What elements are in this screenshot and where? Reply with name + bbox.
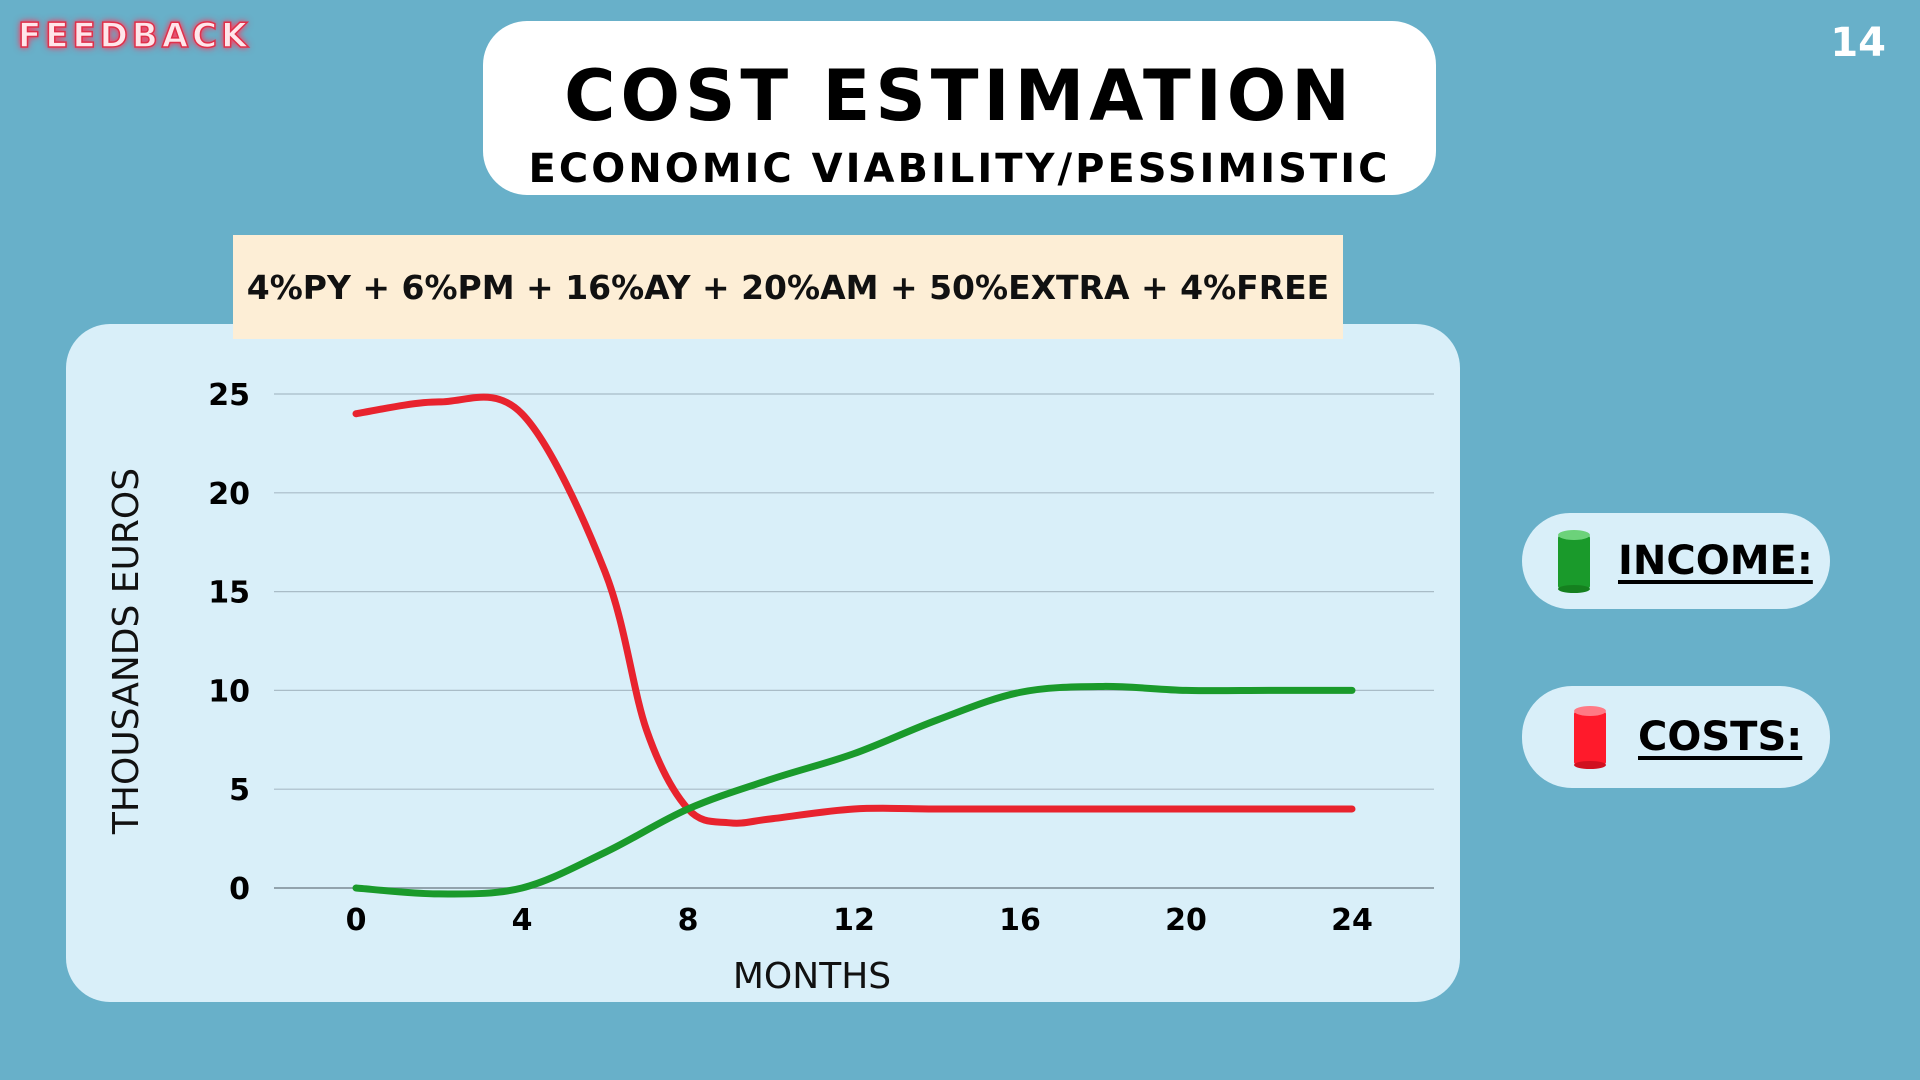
feedback-label[interactable]: FEEDBACK (17, 15, 252, 57)
series-line-costs (352, 393, 1356, 827)
x-tick-label: 0 (346, 903, 367, 938)
title-card: COST ESTIMATION ECONOMIC VIABILITY/PESSI… (483, 21, 1436, 195)
x-axis-label: MONTHS (733, 956, 891, 997)
x-tick-label: 12 (833, 903, 875, 938)
x-tick-label: 24 (1331, 903, 1373, 938)
y-tick-label: 10 (208, 674, 250, 709)
y-tick-label: 0 (229, 872, 250, 907)
page-subtitle: ECONOMIC VIABILITY/PESSIMISTIC (528, 146, 1391, 192)
x-tick-label: 20 (1165, 903, 1207, 938)
y-tick-label: 20 (208, 477, 250, 512)
legend-costs-label: COSTS: (1638, 714, 1803, 760)
chart-panel: 0 5 10 15 20 25 0 4 8 12 16 20 24 MONTHS THOUSANDS EUR… (66, 324, 1460, 1002)
y-tick-label: 15 (208, 576, 250, 611)
red-cylinder-icon (1574, 706, 1606, 769)
legend-income-label: INCOME: (1618, 538, 1813, 584)
formula-banner: 4%PY + 6%PM + 16%AY + 20%AM + 50%EXTRA +… (233, 235, 1343, 339)
y-tick-label: 25 (208, 378, 250, 413)
y-tick-label: 5 (229, 773, 250, 808)
x-tick-label: 16 (999, 903, 1041, 938)
y-axis-label: THOUSANDS EUROS (106, 468, 147, 835)
page-title: COST ESTIMATION (564, 55, 1355, 137)
x-tick-label: 8 (678, 903, 699, 938)
x-tick-label: 4 (512, 903, 533, 938)
series-line-income (352, 682, 1356, 898)
line-chart: 0 5 10 15 20 25 0 4 8 12 16 20 24 MONTHS THOUSANDS EUR… (106, 378, 1434, 997)
green-cylinder-icon (1558, 530, 1590, 593)
legend-costs: COSTS: (1522, 686, 1830, 788)
legend-income: INCOME: (1522, 513, 1830, 609)
page-number: 14 (1830, 20, 1886, 66)
